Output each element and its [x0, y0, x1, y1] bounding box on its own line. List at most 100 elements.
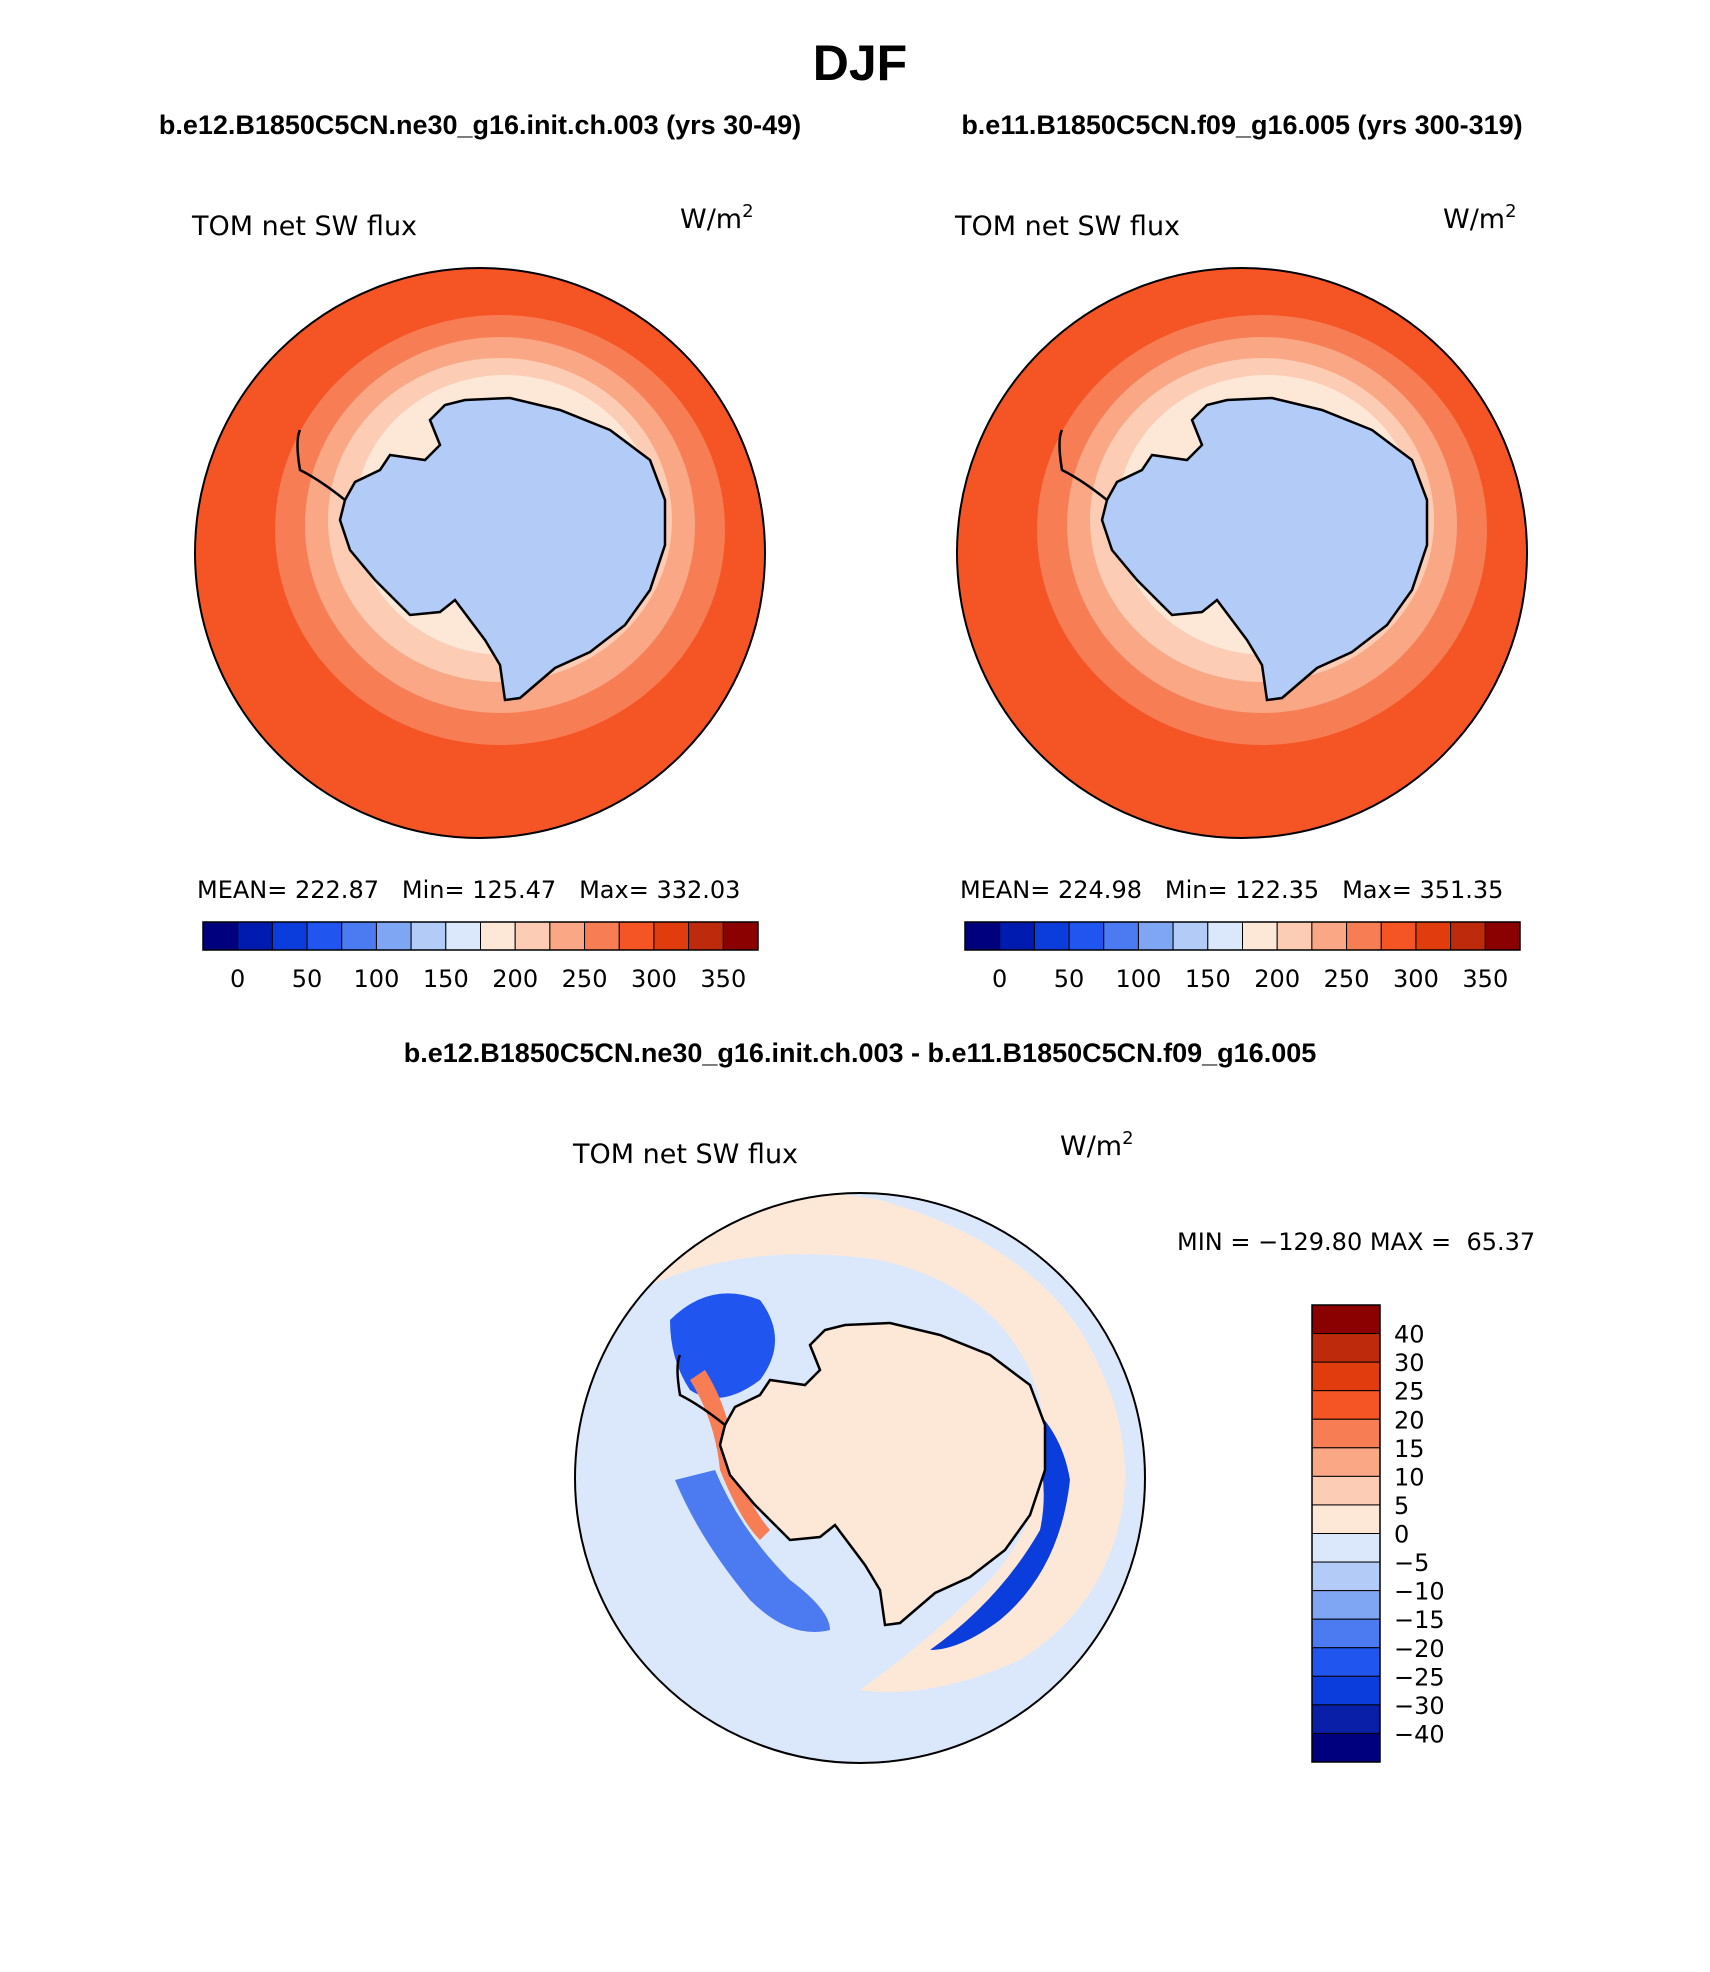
colorbar-box: [1311, 921, 1348, 951]
diff-peninsula-coast: [676, 1354, 726, 1426]
colorbar-box: [1276, 921, 1313, 951]
colorbar-tick-label: 100: [1116, 965, 1162, 993]
colorbar-box: [202, 921, 239, 951]
colorbar-tick-label: 250: [562, 965, 608, 993]
colorbar-tick-label: 20: [1394, 1406, 1425, 1434]
colorbar-box: [618, 921, 655, 951]
colorbar-box: [514, 921, 551, 951]
colorbar-box: [1380, 921, 1417, 951]
diff-negative-lobe-3: [930, 1390, 1070, 1650]
diff-case-title: b.e12.B1850C5CN.ne30_g16.init.ch.003 - b…: [404, 1038, 1317, 1068]
panel2-map-border: [956, 267, 1528, 839]
panel2-units: W/m2: [1443, 201, 1517, 235]
colorbar-tick-label: −40: [1394, 1720, 1445, 1748]
panel2-peninsula-coast: [1058, 429, 1108, 501]
colorbar-tick-label: −25: [1394, 1663, 1445, 1691]
colorbar-tick-label: 50: [292, 965, 323, 993]
colorbar-box: [1068, 921, 1105, 951]
colorbar-box: [1311, 1675, 1381, 1706]
colorbar-tick-label: −30: [1394, 1692, 1445, 1720]
colorbar-box: [1137, 921, 1174, 951]
colorbar-tick-label: 150: [1185, 965, 1231, 993]
panel2-stats: MEAN= 224.98 Min= 122.35 Max= 351.35: [960, 876, 1503, 904]
colorbar-box: [1311, 1390, 1381, 1420]
colorbar-tick-label: 350: [1462, 965, 1508, 993]
panel2-case-title: b.e11.B1850C5CN.f09_g16.005 (yrs 300-319…: [961, 110, 1522, 140]
colorbar-tick-label: 200: [1254, 965, 1300, 993]
colorbar-box: [584, 921, 620, 951]
panel2-variable-label: TOM net SW flux: [954, 211, 1180, 242]
colorbar-box: [271, 921, 308, 951]
colorbar-tick-label: −5: [1394, 1549, 1429, 1577]
colorbar-box: [1311, 1304, 1381, 1335]
colorbar-tick-label: 100: [354, 965, 400, 993]
colorbar-box: [688, 921, 724, 951]
colorbar-box: [1242, 921, 1278, 951]
panel1-colorbar: 0 50 100 150 200 250 300 350: [202, 921, 759, 993]
panel1-map-border: [194, 267, 766, 839]
colorbar-box: [237, 921, 273, 951]
colorbar-box: [1172, 921, 1209, 951]
colorbar-tick-label: 40: [1394, 1321, 1425, 1349]
colorbar-tick-label: 300: [1393, 965, 1439, 993]
panel1-variable-label: TOM net SW flux: [191, 211, 417, 242]
colorbar-box: [1103, 921, 1139, 951]
page-title: DJF: [813, 35, 907, 91]
colorbar-box: [445, 921, 481, 951]
colorbar-box: [1311, 1504, 1381, 1534]
panel2-map: [956, 267, 1528, 839]
colorbar-box: [1311, 1447, 1381, 1477]
colorbar-box: [1311, 1333, 1381, 1363]
colorbar-tick-label: 10: [1394, 1463, 1425, 1491]
colorbar-tick-label: 150: [423, 965, 469, 993]
panel1-units: W/m2: [680, 201, 754, 235]
panel1-antarctica-coastline: [338, 396, 667, 702]
panel1-case-title: b.e12.B1850C5CN.ne30_g16.init.ch.003 (yr…: [159, 110, 801, 140]
colorbar-tick-label: −20: [1394, 1635, 1445, 1663]
colorbar-box: [999, 921, 1035, 951]
colorbar-box: [1311, 1361, 1381, 1392]
diff-map: [574, 1192, 1146, 1764]
diff-antarctica-field: [720, 1323, 1045, 1625]
colorbar-box: [1311, 1418, 1381, 1449]
colorbar-frame: [964, 921, 1521, 951]
colorbar-box: [1311, 1533, 1381, 1563]
colorbar-frame: [202, 921, 759, 951]
colorbar-tick-label: 0: [1394, 1521, 1409, 1549]
diff-negative-lobe-2: [675, 1470, 830, 1632]
diff-map-border: [574, 1192, 1146, 1764]
colorbar-box: [549, 921, 586, 951]
panel1-map: [194, 267, 766, 839]
colorbar-box: [1415, 921, 1452, 951]
diff-variable-label: TOM net SW flux: [572, 1139, 798, 1170]
colorbar-tick-label: 250: [1324, 965, 1370, 993]
colorbar-box: [1311, 1475, 1381, 1506]
colorbar-tick-label: 300: [631, 965, 677, 993]
colorbar-tick-label: −10: [1394, 1578, 1445, 1606]
colorbar-box: [1311, 1647, 1381, 1677]
panel1-stats: MEAN= 222.87 Min= 125.47 Max= 332.03: [197, 876, 740, 904]
panel2-antarctica-coastline: [1100, 396, 1429, 702]
colorbar-box: [375, 921, 412, 951]
colorbar-box: [1311, 1590, 1381, 1620]
colorbar-tick-label: 30: [1394, 1349, 1425, 1377]
colorbar-box: [1311, 1561, 1381, 1592]
colorbar-tick-label: 350: [700, 965, 746, 993]
colorbar-tick-label: 50: [1054, 965, 1085, 993]
colorbar-box: [1311, 1704, 1381, 1734]
colorbar-box: [1346, 921, 1382, 951]
colorbar-box: [653, 921, 690, 951]
colorbar-box: [1033, 921, 1070, 951]
diff-stats: MIN = −129.80 MAX = 65.37: [1177, 1228, 1535, 1256]
colorbar-box: [306, 921, 343, 951]
colorbar-tick-label: 15: [1394, 1435, 1425, 1463]
colorbar-box: [1450, 921, 1486, 951]
colorbar-box: [722, 921, 759, 951]
colorbar-box: [480, 921, 516, 951]
colorbar-box: [964, 921, 1001, 951]
diff-units: W/m2: [1060, 1128, 1134, 1162]
colorbar-tick-label: 5: [1394, 1492, 1409, 1520]
panel2-colorbar: 0 50 100 150 200 250 300 350: [964, 921, 1521, 993]
